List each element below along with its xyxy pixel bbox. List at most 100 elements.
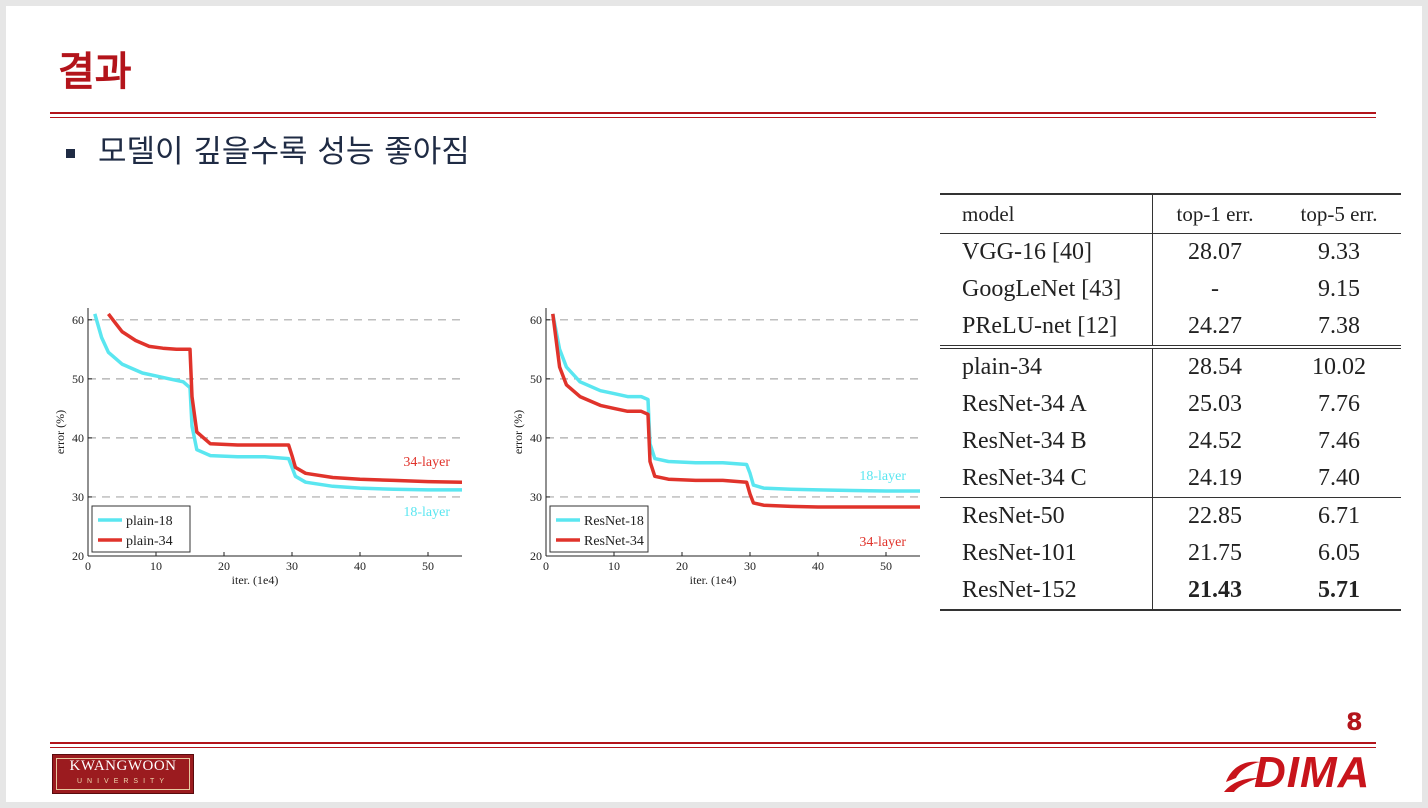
table-row: ResNet-34 B 24.52 7.46 (940, 423, 1401, 460)
table-cell: 24.52 (1188, 428, 1242, 454)
series-line-resnet-34 (551, 313, 920, 509)
table-header-cell: model (940, 193, 1153, 234)
table-row: plain-34 28.54 10.02 (940, 345, 1401, 386)
y-tick-label: 20 (530, 549, 542, 563)
slide-title: 결과 (58, 49, 132, 95)
y-tick-label: 40 (72, 431, 84, 445)
table-cell: ResNet-34 B (940, 423, 1153, 460)
table-header: model top-1 err. top-5 err. (940, 193, 1401, 234)
bullet-text: 모델이 깊을수록 성능 좋아짐 (98, 134, 470, 170)
legend-label: ResNet-18 (584, 514, 644, 529)
table-row: ResNet-152 21.43 5.71 (940, 572, 1401, 611)
annotation-label: 34-layer (859, 535, 906, 550)
legend-box (549, 505, 649, 553)
plot-area (551, 313, 920, 509)
title-rule-thin (50, 117, 1376, 118)
table-cell: 25.03 (1188, 391, 1242, 417)
legend-label: plain-34 (126, 534, 173, 549)
title-rule (50, 112, 1376, 114)
x-tick-label: 20 (676, 559, 688, 573)
slide (6, 6, 1422, 802)
legend: plain-18 plain-34 (91, 505, 191, 553)
table-row: ResNet-101 21.75 6.05 (940, 535, 1401, 572)
bullet-marker (66, 149, 75, 158)
table-cell: 6.05 (1318, 540, 1360, 566)
x-axis-label: iter. (1e4) (690, 573, 737, 587)
x-tick-label: 30 (286, 559, 298, 573)
y-tick-label: 50 (530, 372, 542, 386)
table-header-cell: top-1 err. (1152, 193, 1277, 234)
table-row: ResNet-34 C 24.19 7.40 (940, 460, 1401, 498)
table-cell: 9.15 (1318, 276, 1360, 302)
table-cell: GoogLeNet [43] (940, 271, 1153, 308)
y-axis-label: error (%) (511, 410, 525, 454)
table-cell: 28.54 (1152, 345, 1277, 386)
table-row: ResNet-34 A 25.03 7.76 (940, 386, 1401, 423)
table-header-cell: top-5 err. (1277, 193, 1401, 234)
table-row: PReLU-net [12] 24.27 7.38 (940, 308, 1401, 347)
kwangwoon-logo-name: KWANGWOON (69, 758, 177, 774)
table-cell: VGG-16 [40] (940, 233, 1153, 271)
annotation-label: 18-layer (403, 505, 450, 520)
table-cell: 21.43 (1152, 572, 1277, 611)
dima-logo-icon (1224, 761, 1260, 792)
y-axis-label: error (%) (53, 410, 67, 454)
x-axis-label: iter. (1e4) (232, 573, 279, 587)
table-cell: 6.71 (1277, 497, 1401, 535)
kwangwoon-logo: KWANGWOON UNIVERSITY (52, 754, 194, 794)
y-tick-label: 40 (530, 431, 542, 445)
x-tick-label: 0 (85, 559, 91, 573)
table-row: ResNet-50 22.85 6.71 (940, 497, 1401, 535)
x-tick-label: 40 (354, 559, 366, 573)
legend-box (91, 505, 191, 553)
y-tick-label: 30 (530, 490, 542, 504)
table-cell: 21.75 (1188, 540, 1242, 566)
dima-logo: DIMA (1254, 748, 1371, 797)
table-cell: PReLU-net [12] (940, 308, 1153, 347)
y-tick-label: 20 (72, 549, 84, 563)
results-table: model top-1 err. top-5 err. VGG-16 [40] 28.0… (940, 193, 1401, 611)
table-cell: 7.38 (1318, 313, 1360, 339)
x-tick-label: 0 (543, 559, 549, 573)
x-tick-label: 30 (744, 559, 756, 573)
legend-label: ResNet-34 (584, 534, 644, 549)
series-line-resnet-18 (551, 313, 920, 493)
table-cell: 7.40 (1318, 465, 1360, 491)
table-cell: 22.85 (1152, 497, 1277, 535)
footer-rule (50, 742, 1376, 744)
x-tick-label: 50 (880, 559, 892, 573)
legend-label: plain-18 (126, 514, 173, 529)
plain-training-chart: 20 30 40 50 60 0 10 20 30 40 50 iter. (1e4) error (%… (53, 308, 462, 587)
footer-rule-thin (50, 747, 1376, 748)
series-line-plain-18 (93, 313, 462, 492)
x-tick-label: 50 (422, 559, 434, 573)
x-tick-label: 20 (218, 559, 230, 573)
plot-area (93, 312, 462, 492)
table-cell: 7.46 (1318, 428, 1360, 454)
y-tick-label: 30 (72, 490, 84, 504)
table-cell: 28.07 (1188, 239, 1242, 265)
y-tick-label: 60 (530, 313, 542, 327)
resnet-training-chart: 20 30 40 50 60 0 10 20 30 40 50 iter. (1e4) error (%… (511, 308, 920, 587)
x-tick-label: 10 (150, 559, 162, 573)
table-cell: ResNet-152 (940, 572, 1153, 611)
table-cell: 24.19 (1188, 465, 1242, 491)
kwangwoon-logo-sub: UNIVERSITY (76, 778, 169, 785)
table-cell: 5.71 (1277, 572, 1401, 611)
x-tick-label: 10 (608, 559, 620, 573)
table-cell: 10.02 (1277, 345, 1401, 386)
table-cell: ResNet-50 (940, 497, 1153, 535)
x-tick-label: 40 (812, 559, 824, 573)
table-cell: 24.27 (1188, 313, 1242, 339)
table-cell: plain-34 (940, 345, 1153, 386)
annotation-label: 34-layer (403, 455, 450, 470)
page-number: 8 (1346, 708, 1363, 736)
table-cell: 7.76 (1318, 391, 1360, 417)
table-row: VGG-16 [40] 28.07 9.33 (940, 233, 1401, 271)
table-cell: 9.33 (1318, 239, 1360, 265)
legend: ResNet-18 ResNet-34 (549, 505, 649, 553)
table-row: GoogLeNet [43] - 9.15 (940, 271, 1401, 308)
table-cell: ResNet-101 (940, 535, 1153, 572)
y-tick-label: 60 (72, 313, 84, 327)
table-cell: - (1211, 276, 1219, 302)
